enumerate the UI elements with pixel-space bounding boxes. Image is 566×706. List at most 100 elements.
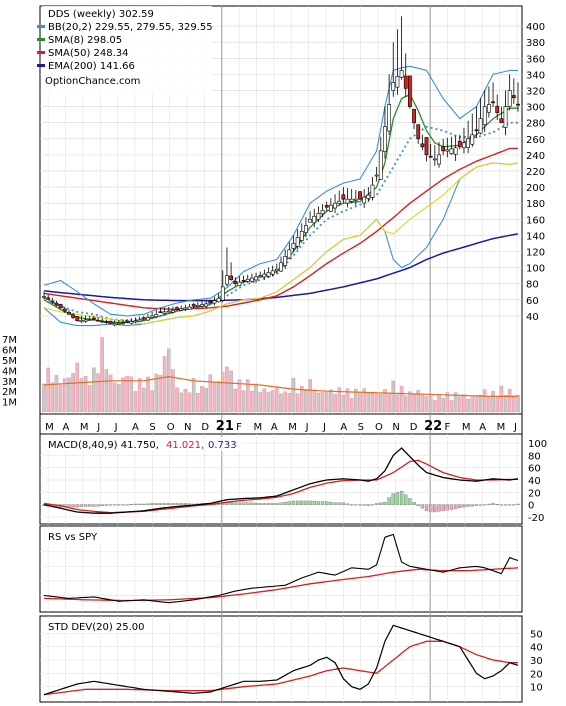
macd-histogram-bar [370, 504, 375, 506]
candle-body [116, 322, 121, 325]
volume-bar [345, 388, 350, 413]
volume-bar [474, 395, 479, 413]
volume-bar [204, 388, 208, 413]
candle-body [299, 231, 304, 241]
macd-tick-label: 20 [528, 488, 541, 499]
candle-body [453, 147, 458, 155]
x-tick-label: M [45, 422, 54, 433]
macd-label-signal: 41.021, [166, 440, 204, 451]
macd-histogram-bar [142, 503, 146, 505]
volume-bar [445, 392, 450, 413]
x-tick-label: N [392, 422, 399, 433]
candle-body [108, 320, 113, 325]
volume-bar [208, 374, 213, 413]
volume-bar [420, 393, 425, 413]
volume-bar [291, 378, 296, 413]
volume-bar [416, 390, 420, 413]
candle-body [58, 304, 63, 309]
macd-histogram-bar [179, 503, 183, 505]
volume-bar [324, 392, 329, 413]
macd-label-name: MACD(8,40,9) 41.750, [48, 440, 159, 451]
macd-histogram-bar [291, 500, 296, 505]
candle-body [312, 215, 317, 224]
candle-body [308, 218, 313, 223]
macd-histogram-bar [295, 500, 300, 505]
macd-histogram-bar [366, 504, 370, 506]
volume-bar [383, 389, 387, 413]
volume-bar [428, 395, 433, 413]
volume-bar [507, 388, 512, 413]
macd-histogram-bar [187, 503, 192, 505]
macd-histogram-bar [399, 490, 404, 505]
x-tick-label: D [410, 422, 418, 433]
macd-histogram-bar [374, 503, 379, 505]
macd-histogram-bar [358, 504, 362, 506]
macd-histogram-bar [71, 504, 75, 508]
macd-histogram-bar [420, 504, 425, 509]
volume-bar [403, 395, 408, 413]
volume-tick-label: 6M [2, 346, 17, 357]
volume-bar [441, 398, 445, 413]
macd-histogram-bar [466, 504, 470, 507]
price-tick-label: 180 [526, 199, 545, 210]
candle-body [91, 317, 96, 320]
candle-body [283, 256, 288, 266]
candle-body [412, 109, 416, 123]
price-tick-label: 240 [526, 151, 545, 162]
macd-label-hist: 0.733 [208, 440, 237, 451]
legend-label-sma8: SMA(8) 298.05 [48, 35, 122, 46]
volume-bar [466, 398, 470, 413]
volume-bar [121, 377, 125, 413]
candle-body [75, 316, 80, 322]
volume-bar [408, 391, 412, 413]
price-series [42, 16, 520, 327]
volume-bar [424, 396, 429, 413]
volume-bar [437, 393, 441, 413]
x-tick-label: A [479, 422, 486, 433]
volume-bar [187, 392, 192, 413]
volume-bar [458, 396, 462, 413]
candle-body [445, 149, 450, 152]
volume-bar [196, 393, 200, 413]
candle-body [416, 124, 421, 140]
std-tick-label: 10 [530, 683, 543, 694]
std-average-line [43, 640, 518, 696]
candle-body [499, 118, 504, 123]
volume-bar [191, 378, 196, 413]
legend-swatch-ema200 [37, 64, 45, 67]
candle-body [83, 319, 88, 322]
volume-bar [312, 389, 317, 413]
volume-bar [354, 388, 358, 413]
macd-line [43, 447, 519, 514]
price-tick-label: 360 [526, 54, 545, 65]
macd-histogram-bar [233, 502, 237, 505]
macd-label-bg [42, 437, 242, 451]
candle-body [507, 90, 512, 107]
macd-histogram-bar [424, 504, 429, 511]
legend-label-bb: BB(20,2) 229.55, 279.55, 329.55 [48, 22, 213, 33]
candle-body [262, 273, 267, 278]
macd-series [42, 447, 520, 514]
candle-body [328, 204, 333, 212]
macd-histogram-bar [100, 504, 104, 506]
candle-body [141, 317, 146, 320]
candle-body [320, 209, 325, 215]
price-tick-label: 340 [526, 70, 545, 81]
volume-bar [341, 394, 346, 413]
std-label: STD DEV(20) 25.00 [48, 622, 145, 633]
volume-bar [179, 392, 183, 413]
macd-tick-label: 100 [528, 439, 547, 450]
volume-bar [495, 397, 499, 413]
macd-histogram-bar [474, 504, 479, 506]
candle-body [316, 212, 321, 220]
candle-body [212, 300, 217, 304]
volume-bar [146, 376, 150, 413]
candle-body [225, 275, 229, 285]
volume-bar [283, 391, 287, 413]
x-tick-label: M [462, 422, 471, 433]
candle-body [395, 76, 400, 88]
candle-body [383, 126, 387, 152]
macd-histogram-bar [379, 502, 383, 505]
macd-histogram-bar [129, 504, 133, 505]
